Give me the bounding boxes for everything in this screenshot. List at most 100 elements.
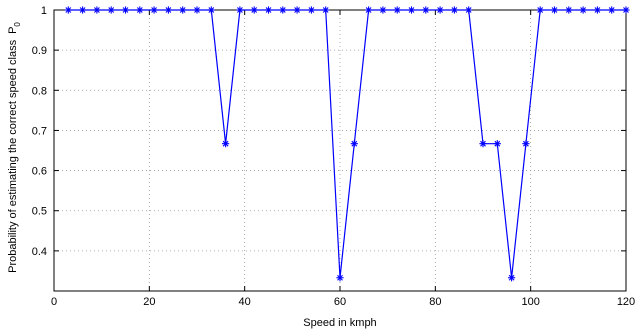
- data-point-marker: [594, 7, 601, 13]
- data-point: [179, 6, 187, 14]
- data-point: [508, 274, 516, 282]
- grid-lines: [54, 10, 626, 291]
- data-point-marker: [108, 7, 115, 13]
- data-point: [279, 6, 287, 14]
- data-point-marker: [337, 274, 343, 281]
- data-point-marker: [580, 7, 586, 13]
- data-point-marker: [394, 7, 401, 13]
- data-point: [379, 6, 387, 14]
- data-point: [622, 6, 630, 14]
- data-point: [365, 6, 373, 14]
- data-point: [79, 6, 87, 14]
- data-point: [479, 140, 487, 148]
- y-tick-label: 0.4: [32, 246, 47, 258]
- y-tick-label: 1: [41, 5, 47, 17]
- data-point-marker: [565, 7, 572, 13]
- data-point: [536, 6, 544, 14]
- data-point-marker: [351, 140, 358, 147]
- data-point: [293, 6, 301, 14]
- data-point: [422, 6, 430, 14]
- data-point: [307, 6, 315, 14]
- y-tick-label: 0.8: [32, 85, 47, 97]
- data-point-marker: [408, 7, 415, 13]
- data-point: [493, 140, 501, 148]
- data-point-marker: [79, 7, 86, 13]
- data-point: [164, 6, 172, 14]
- data-point-marker: [551, 7, 558, 13]
- data-point: [264, 6, 273, 14]
- data-point: [336, 274, 344, 282]
- data-point: [350, 140, 358, 148]
- data-point: [193, 6, 201, 14]
- data-point-marker: [608, 7, 615, 13]
- data-point-marker: [151, 7, 157, 13]
- data-point: [93, 6, 101, 14]
- series-line: [68, 9, 626, 278]
- data-point: [450, 6, 458, 14]
- y-tick-label: 0.5: [32, 206, 47, 218]
- y-axis-label-symbol: P: [7, 27, 19, 34]
- data-point-marker: [222, 140, 229, 147]
- y-axis-label: Probability of estimating the correct sp…: [7, 22, 22, 273]
- data-point-marker: [94, 7, 100, 13]
- data-point-marker: [251, 7, 258, 13]
- x-tick-label: 20: [143, 296, 155, 308]
- data-point-marker: [480, 140, 486, 147]
- data-point: [250, 6, 258, 14]
- y-tick-label: 0.9: [32, 45, 47, 57]
- data-point-marker: [465, 7, 472, 13]
- data-point-marker: [422, 7, 429, 13]
- x-tick-label: 40: [239, 296, 251, 308]
- data-point-marker: [122, 7, 129, 13]
- data-point: [107, 6, 115, 14]
- data-point: [579, 6, 587, 14]
- data-point: [608, 6, 616, 14]
- data-point: [136, 6, 144, 14]
- data-point: [207, 6, 215, 14]
- y-axis-label-subscript: 0: [13, 22, 22, 27]
- data-point-marker: [537, 7, 544, 13]
- data-point: [550, 6, 559, 14]
- data-point: [150, 6, 158, 14]
- data-point-marker: [237, 7, 243, 13]
- data-point-marker: [623, 7, 629, 13]
- data-point: [121, 6, 130, 14]
- data-point: [222, 140, 230, 148]
- data-point-marker: [523, 140, 529, 147]
- x-tick-label: 100: [521, 296, 539, 308]
- data-point-marker: [437, 7, 443, 13]
- y-tick-label: 0.6: [32, 166, 47, 178]
- data-point-marker: [208, 7, 215, 13]
- series-layer: [64, 6, 630, 282]
- data-point-marker: [380, 7, 386, 13]
- data-point-marker: [451, 7, 458, 13]
- data-point: [522, 140, 530, 148]
- y-tick-label: 0.7: [32, 125, 47, 137]
- data-point: [436, 6, 444, 14]
- data-point: [407, 6, 416, 14]
- data-point: [322, 6, 330, 14]
- axis-ticks: 0 20 40 60 80 100 120 0.4 0.5 0.6 0.7 0.8 0.9 1: [32, 5, 635, 308]
- data-point-marker: [194, 7, 200, 13]
- x-axis-label: Speed in kmph: [303, 317, 376, 329]
- data-point: [64, 6, 72, 14]
- x-tick-label: 120: [617, 296, 635, 308]
- data-point: [565, 6, 573, 14]
- x-tick-label: 0: [51, 296, 57, 308]
- data-point-marker: [136, 7, 143, 13]
- y-axis-label-text: Probability of estimating the correct sp…: [7, 39, 19, 272]
- data-point-marker: [165, 7, 172, 13]
- data-point-marker: [279, 7, 286, 13]
- data-point-marker: [494, 140, 501, 147]
- data-point: [465, 6, 473, 14]
- data-point-marker: [365, 7, 372, 13]
- data-point-marker: [508, 274, 515, 281]
- data-point-marker: [308, 7, 315, 13]
- data-point-marker: [65, 7, 72, 13]
- data-point: [236, 6, 244, 14]
- x-tick-label: 60: [334, 296, 346, 308]
- x-tick-label: 80: [429, 296, 441, 308]
- data-point-marker: [322, 7, 329, 13]
- data-point-marker: [265, 7, 272, 13]
- data-point: [593, 6, 601, 14]
